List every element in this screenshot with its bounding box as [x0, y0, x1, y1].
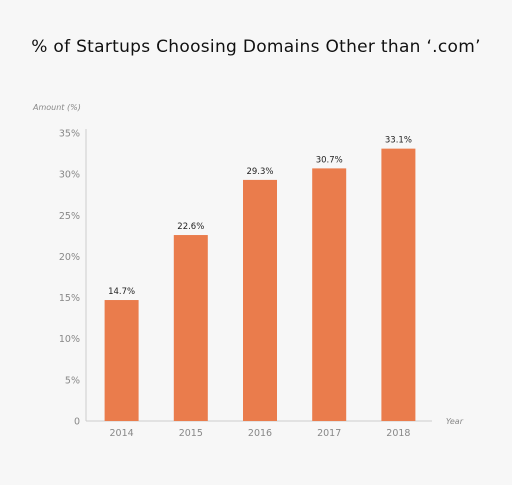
- y-tick-label: 0: [74, 417, 80, 428]
- y-tick-label: 35%: [59, 129, 80, 140]
- y-tick-label: 20%: [59, 252, 80, 263]
- x-tick-label: 2017: [317, 428, 341, 439]
- bar-2014: [104, 300, 139, 421]
- y-tick-label: 25%: [59, 211, 80, 222]
- y-ticks: 0 5% 10% 15% 20% 25% 30% 35%: [59, 129, 80, 428]
- y-tick-label: 10%: [59, 334, 80, 345]
- x-tick-label: 2014: [110, 428, 134, 439]
- data-label: 30.7%: [316, 155, 343, 165]
- bar-2017: [312, 168, 347, 421]
- y-axis-label: Amount (%): [32, 103, 81, 112]
- x-ticks: 2014 2015 2016 2017 2018: [110, 428, 411, 439]
- x-tick-label: 2015: [179, 428, 203, 439]
- data-label: 29.3%: [246, 167, 273, 177]
- y-tick-label: 5%: [65, 375, 80, 386]
- x-tick-label: 2016: [248, 428, 272, 439]
- data-label: 33.1%: [385, 136, 412, 146]
- bar-2018: [381, 148, 416, 422]
- bar-2015: [173, 235, 208, 421]
- data-label: 14.7%: [108, 287, 135, 297]
- data-labels: 14.7% 22.6% 29.3% 30.7% 33.1%: [108, 136, 412, 297]
- bar-2016: [243, 179, 277, 421]
- x-axis-label: Year: [446, 417, 464, 426]
- y-tick-label: 15%: [59, 293, 80, 304]
- x-tick-label: 2018: [386, 428, 410, 439]
- chart-title: % of Startups Choosing Domains Other tha…: [31, 37, 481, 57]
- data-label: 22.6%: [177, 222, 204, 232]
- bars: [104, 148, 416, 422]
- y-tick-label: 30%: [59, 170, 80, 181]
